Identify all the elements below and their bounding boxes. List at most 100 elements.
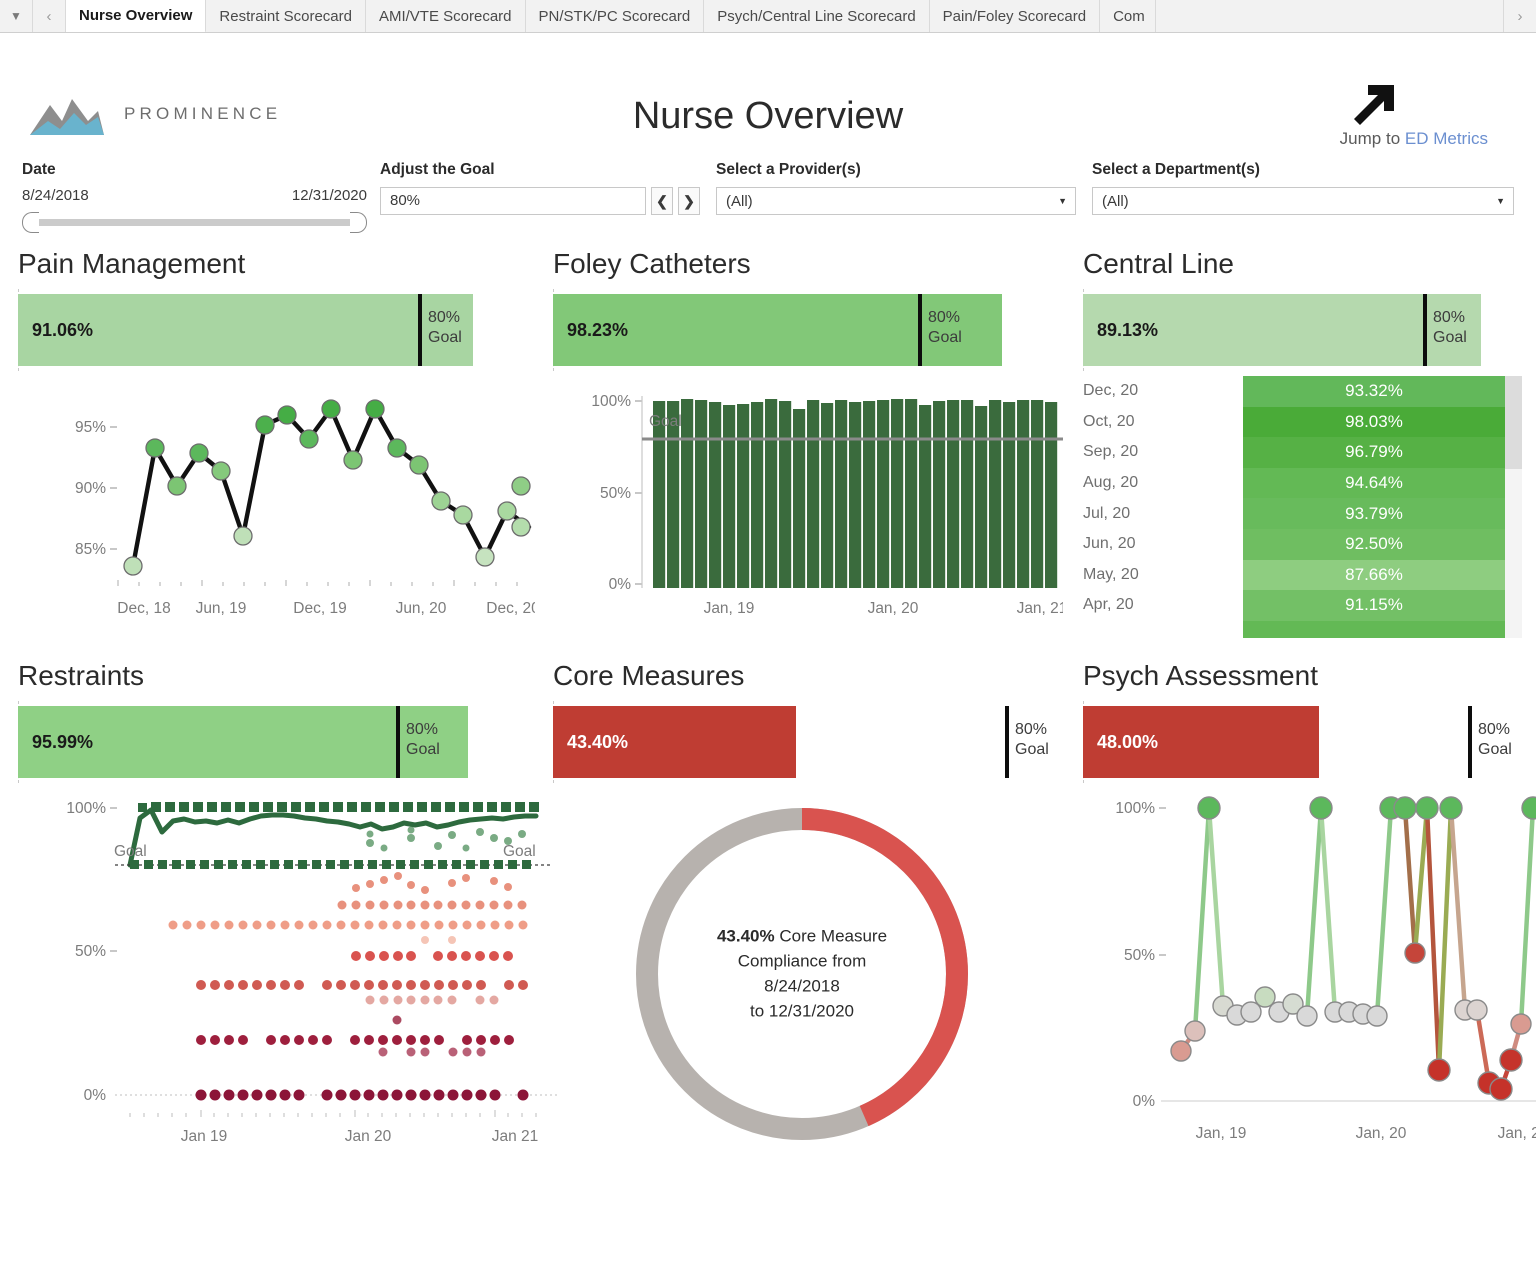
- svg-text:Jan, 19: Jan, 19: [1196, 1125, 1247, 1142]
- panel-row-bottom: Restraints 95.99% 80% Goal 100% 50% 0%: [0, 660, 1536, 1158]
- slider-handle-end[interactable]: [350, 212, 367, 233]
- psych-kpi-bullet: 48.00% 80% Goal: [1083, 701, 1522, 783]
- tab-label: Psych/Central Line Scorecard: [717, 7, 916, 25]
- panel-central-line: Central Line 89.13% 80% Goal Dec, 20 93.…: [1065, 248, 1536, 638]
- row-month: Oct, 20: [1083, 412, 1135, 430]
- jump-to-ed-metrics[interactable]: Jump to ED Metrics: [1340, 79, 1488, 149]
- svg-text:Jan 21: Jan 21: [492, 1128, 539, 1145]
- row-value: 96.79%: [1243, 437, 1505, 468]
- caret-down-icon: ▼: [1058, 196, 1067, 206]
- date-filter-label: Date: [22, 161, 56, 178]
- caret-down-icon: ▼: [10, 9, 22, 23]
- slider-handle-start[interactable]: [22, 212, 39, 233]
- tab-menu-button[interactable]: ▼: [0, 0, 33, 32]
- foley-kpi-value: 98.23%: [567, 319, 629, 340]
- table-row[interactable]: [1083, 620, 1522, 638]
- row-value: 87.66%: [1243, 559, 1505, 591]
- svg-text:Jan 20: Jan 20: [345, 1128, 392, 1145]
- donut-center-text: 43.40% Core Measure Compliance from 8/24…: [687, 924, 917, 1025]
- provider-select[interactable]: (All) ▼: [716, 187, 1076, 215]
- tab-label: Pain/Foley Scorecard: [942, 7, 1087, 25]
- date-range-slider[interactable]: [22, 211, 367, 233]
- row-value: [1243, 620, 1505, 638]
- core-measures-donut[interactable]: 43.40% Core Measure Compliance from 8/24…: [622, 794, 982, 1154]
- tab-bar: ▼ ‹ Nurse Overview Restraint Scorecard A…: [0, 0, 1536, 33]
- panel-title: Foley Catheters: [553, 248, 751, 279]
- svg-text:100%: 100%: [66, 800, 106, 817]
- tab-label: Com: [1113, 7, 1145, 25]
- ed-metrics-link[interactable]: ED Metrics: [1404, 129, 1488, 148]
- tab-pain-foley-scorecard[interactable]: Pain/Foley Scorecard: [929, 0, 1101, 32]
- central-kpi-bullet: 89.13% 80% Goal: [1083, 289, 1522, 371]
- psych-line-chart[interactable]: 100% 50% 0%: [1083, 788, 1536, 1158]
- tab-restraint-scorecard[interactable]: Restraint Scorecard: [206, 0, 366, 32]
- table-row[interactable]: Oct, 20 98.03%: [1083, 406, 1522, 438]
- dashboard-header: PROMINENCE Nurse Overview Jump to ED Met…: [0, 33, 1536, 153]
- restraints-goal-label: 80% Goal: [406, 721, 440, 758]
- department-filter: Select a Department(s) (All) ▼: [1092, 161, 1514, 215]
- svg-text:90%: 90%: [75, 480, 106, 497]
- table-row[interactable]: Apr, 20 91.15%: [1083, 590, 1522, 621]
- date-end-value: 12/31/2020: [291, 187, 367, 204]
- svg-text:Jun, 19: Jun, 19: [196, 600, 247, 617]
- table-row[interactable]: Dec, 20 93.32%: [1083, 376, 1522, 407]
- central-goal-marker: [1423, 294, 1427, 366]
- tab-pn-stk-pc-scorecard[interactable]: PN/STK/PC Scorecard: [525, 0, 705, 32]
- goal-filter-label: Adjust the Goal: [380, 161, 495, 178]
- tab-label: Nurse Overview: [79, 7, 193, 24]
- donut-value: 43.40%: [716, 926, 775, 946]
- date-start-value: 8/24/2018: [22, 187, 89, 204]
- tab-next-button[interactable]: ›: [1503, 0, 1536, 32]
- tab-prev-button[interactable]: ‹: [33, 0, 66, 32]
- pain-goal-label: 80% Goal: [428, 309, 462, 346]
- goal-input[interactable]: 80%: [380, 187, 646, 215]
- core-kpi-bar: 43.40%: [553, 706, 796, 778]
- table-row[interactable]: Jun, 20 92.50%: [1083, 528, 1522, 560]
- row-value: 92.50%: [1243, 528, 1505, 560]
- core-kpi-bullet: 43.40% 80% Goal: [553, 701, 1051, 783]
- goal-increment-button[interactable]: ❯: [678, 187, 700, 215]
- department-select[interactable]: (All) ▼: [1092, 187, 1514, 215]
- psych-kpi-bar: 48.00%: [1083, 706, 1319, 778]
- tab-label: Restraint Scorecard: [219, 7, 352, 25]
- tab-psych-central-line-scorecard[interactable]: Psych/Central Line Scorecard: [704, 0, 930, 32]
- core-goal-marker: [1005, 706, 1009, 778]
- provider-filter: Select a Provider(s) (All) ▼: [716, 161, 1076, 215]
- tab-ami-vte-scorecard[interactable]: AMI/VTE Scorecard: [365, 0, 526, 32]
- restraints-scatter-chart[interactable]: 100% 50% 0%: [18, 788, 558, 1158]
- table-row[interactable]: May, 20 87.66%: [1083, 559, 1522, 591]
- donut-label: Core Measure: [774, 926, 888, 946]
- tab-com-scorecard[interactable]: Com: [1100, 0, 1157, 32]
- svg-text:Jan, 21: Jan, 21: [1498, 1125, 1536, 1142]
- table-row[interactable]: Jul, 20 93.79%: [1083, 498, 1522, 529]
- svg-text:Dec, 20: Dec, 20: [486, 600, 535, 617]
- tab-nurse-overview[interactable]: Nurse Overview: [66, 0, 207, 32]
- table-row[interactable]: Aug, 20 94.64%: [1083, 467, 1522, 499]
- table-row[interactable]: Sep, 20 96.79%: [1083, 437, 1522, 468]
- svg-text:0%: 0%: [609, 576, 632, 593]
- goal-filter: Adjust the Goal 80% ❮ ❯: [380, 161, 700, 215]
- central-line-heatmap-table[interactable]: Dec, 20 93.32% Oct, 20 98.03% Sep, 20 96…: [1083, 376, 1522, 638]
- heatmap-scrollbar-thumb[interactable]: [1505, 376, 1522, 469]
- psych-kpi-value: 48.00%: [1097, 731, 1159, 752]
- svg-text:100%: 100%: [1115, 800, 1155, 817]
- provider-selected-value: (All): [726, 192, 753, 210]
- foley-goal-label: 80% Goal: [928, 309, 962, 346]
- panel-title: Restraints: [18, 660, 145, 691]
- heatmap-scrollbar-track[interactable]: [1505, 376, 1522, 638]
- arrow-up-right-icon: [1353, 85, 1394, 125]
- goal-decrement-button[interactable]: ❮: [651, 187, 673, 215]
- restraints-kpi-bar: 95.99%: [18, 706, 468, 778]
- svg-text:50%: 50%: [75, 943, 106, 960]
- provider-filter-label: Select a Provider(s): [716, 161, 861, 178]
- foley-goal-marker: [918, 294, 922, 366]
- chevron-left-icon: ❮: [656, 192, 668, 209]
- row-value: 91.15%: [1243, 590, 1505, 621]
- date-filter: Date 8/24/2018 12/31/2020: [22, 161, 367, 233]
- pain-line-chart[interactable]: 95% 90% 85%: [18, 376, 540, 638]
- row-month: Jul, 20: [1083, 504, 1131, 522]
- foley-bar-chart[interactable]: 100% 50% 0%: [553, 376, 1067, 638]
- foley-kpi-bullet: 98.23% 80% Goal: [553, 289, 1051, 371]
- restraints-kpi-value: 95.99%: [32, 731, 94, 752]
- pain-goal-marker: [418, 294, 422, 366]
